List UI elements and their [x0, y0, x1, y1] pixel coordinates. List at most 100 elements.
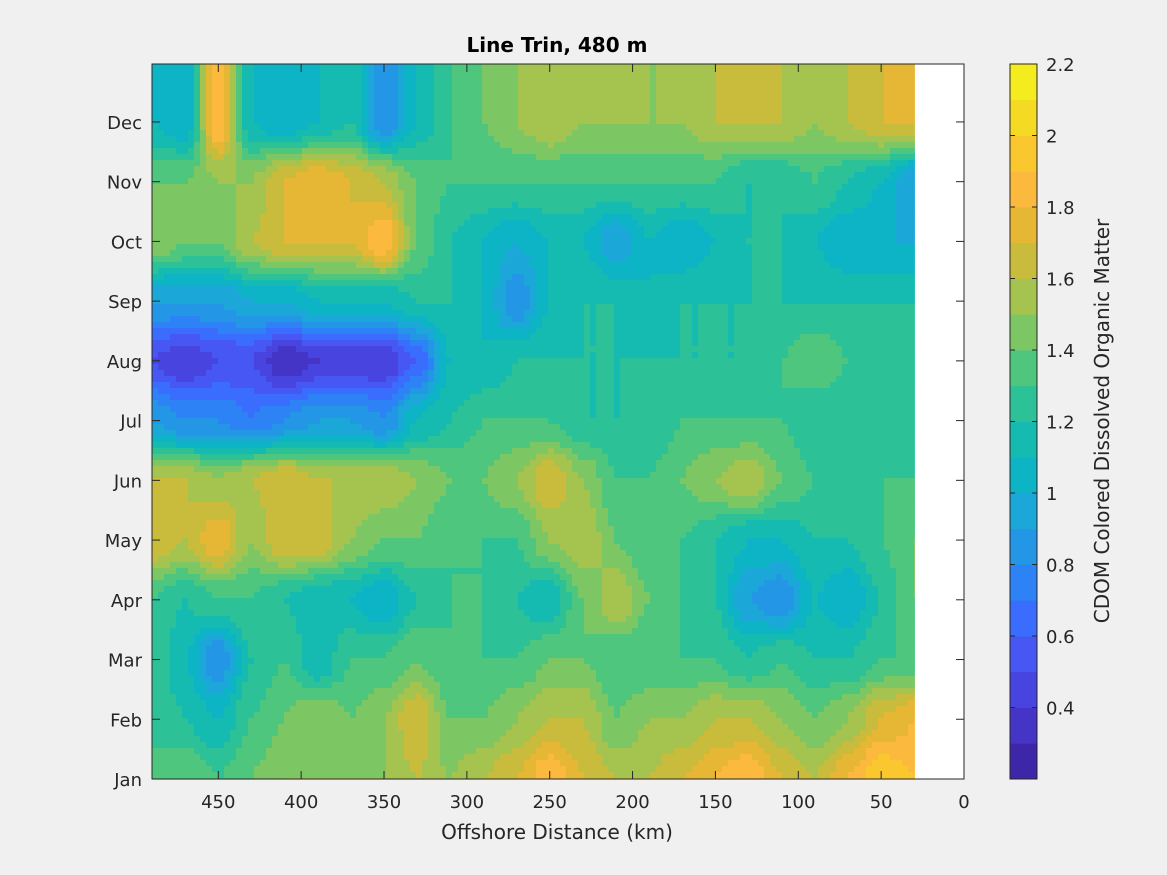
heatmap-cell — [512, 148, 519, 155]
heatmap-cell — [386, 112, 393, 119]
heatmap-cell — [818, 244, 825, 251]
heatmap-cell — [644, 82, 651, 89]
heatmap-cell — [842, 118, 849, 125]
heatmap-cell — [788, 214, 795, 221]
heatmap-cell — [182, 166, 189, 173]
heatmap-cell — [362, 292, 369, 299]
heatmap-cell — [794, 250, 801, 257]
heatmap-cell — [404, 94, 411, 101]
heatmap-cell — [524, 160, 531, 167]
heatmap-cell — [842, 166, 849, 173]
heatmap-cell — [464, 250, 471, 257]
heatmap-cell — [380, 124, 387, 131]
heatmap-cell — [284, 196, 291, 203]
heatmap-cell — [290, 172, 297, 179]
heatmap-cell — [860, 268, 867, 275]
heatmap-cell — [896, 184, 903, 191]
heatmap-cell — [662, 106, 669, 113]
heatmap-cell — [404, 178, 411, 185]
heatmap-cell — [536, 190, 543, 197]
heatmap-cell — [776, 142, 783, 149]
heatmap-cell — [668, 280, 675, 287]
heatmap-cell — [194, 292, 201, 299]
heatmap-cell — [530, 280, 537, 287]
heatmap-cell — [770, 112, 777, 119]
heatmap-cell — [284, 268, 291, 275]
heatmap-cell — [704, 184, 711, 191]
heatmap-cell — [368, 154, 375, 161]
heatmap-cell — [746, 142, 753, 149]
heatmap-cell — [572, 100, 579, 107]
heatmap-cell — [722, 214, 729, 221]
heatmap-cell — [524, 274, 531, 281]
heatmap-cell — [632, 202, 639, 209]
heatmap-cell — [776, 226, 783, 233]
heatmap-cell — [812, 232, 819, 239]
heatmap-cell — [272, 154, 279, 161]
heatmap-cell — [644, 244, 651, 251]
heatmap-cell — [854, 286, 861, 293]
heatmap-cell — [182, 286, 189, 293]
heatmap-cell — [866, 256, 873, 263]
heatmap-cell — [620, 166, 627, 173]
heatmap-cell — [848, 190, 855, 197]
heatmap-cell — [254, 226, 261, 233]
heatmap-cell — [170, 142, 177, 149]
heatmap-cell — [248, 208, 255, 215]
heatmap-cell — [410, 166, 417, 173]
heatmap-cell — [602, 184, 609, 191]
heatmap-cell — [290, 130, 297, 137]
heatmap-cell — [878, 268, 885, 275]
heatmap-cell — [716, 286, 723, 293]
heatmap-cell — [584, 88, 591, 95]
heatmap-cell — [644, 136, 651, 143]
heatmap-cell — [740, 226, 747, 233]
heatmap-cell — [332, 130, 339, 137]
heatmap-cell — [668, 250, 675, 257]
heatmap-cell — [722, 274, 729, 281]
heatmap-cell — [464, 280, 471, 287]
heatmap-cell — [674, 292, 681, 299]
heatmap-cell — [818, 202, 825, 209]
heatmap-cell — [734, 220, 741, 227]
heatmap-cell — [578, 64, 585, 71]
heatmap-cell — [512, 118, 519, 125]
heatmap-cell — [794, 106, 801, 113]
heatmap-cell — [746, 82, 753, 89]
heatmap-cell — [296, 154, 303, 161]
heatmap-cell — [518, 94, 525, 101]
heatmap-cell — [896, 154, 903, 161]
heatmap-cell — [806, 76, 813, 83]
heatmap-cell — [494, 196, 501, 203]
heatmap-cell — [686, 64, 693, 71]
heatmap-cell — [242, 94, 249, 101]
heatmap-cell — [902, 148, 909, 155]
heatmap-cell — [866, 64, 873, 71]
heatmap-cell — [440, 262, 447, 269]
heatmap-cell — [206, 214, 213, 221]
heatmap-cell — [470, 226, 477, 233]
heatmap-cell — [812, 64, 819, 71]
heatmap-cell — [560, 64, 567, 71]
heatmap-cell — [380, 202, 387, 209]
heatmap-cell — [386, 100, 393, 107]
heatmap-cell — [770, 244, 777, 251]
heatmap-cell — [758, 82, 765, 89]
heatmap-cell — [764, 70, 771, 77]
heatmap-cell — [512, 232, 519, 239]
heatmap-cell — [434, 262, 441, 269]
heatmap-cell — [164, 292, 171, 299]
heatmap-cell — [674, 184, 681, 191]
heatmap-cell — [734, 286, 741, 293]
heatmap-cell — [632, 172, 639, 179]
heatmap-cell — [614, 88, 621, 95]
heatmap-cell — [218, 256, 225, 263]
heatmap-cell — [524, 256, 531, 263]
heatmap-cell — [800, 268, 807, 275]
heatmap-cell — [620, 136, 627, 143]
heatmap-cell — [848, 82, 855, 89]
heatmap-cell — [692, 184, 699, 191]
heatmap-cell — [242, 70, 249, 77]
heatmap-cell — [908, 166, 915, 173]
heatmap-cell — [158, 190, 165, 197]
